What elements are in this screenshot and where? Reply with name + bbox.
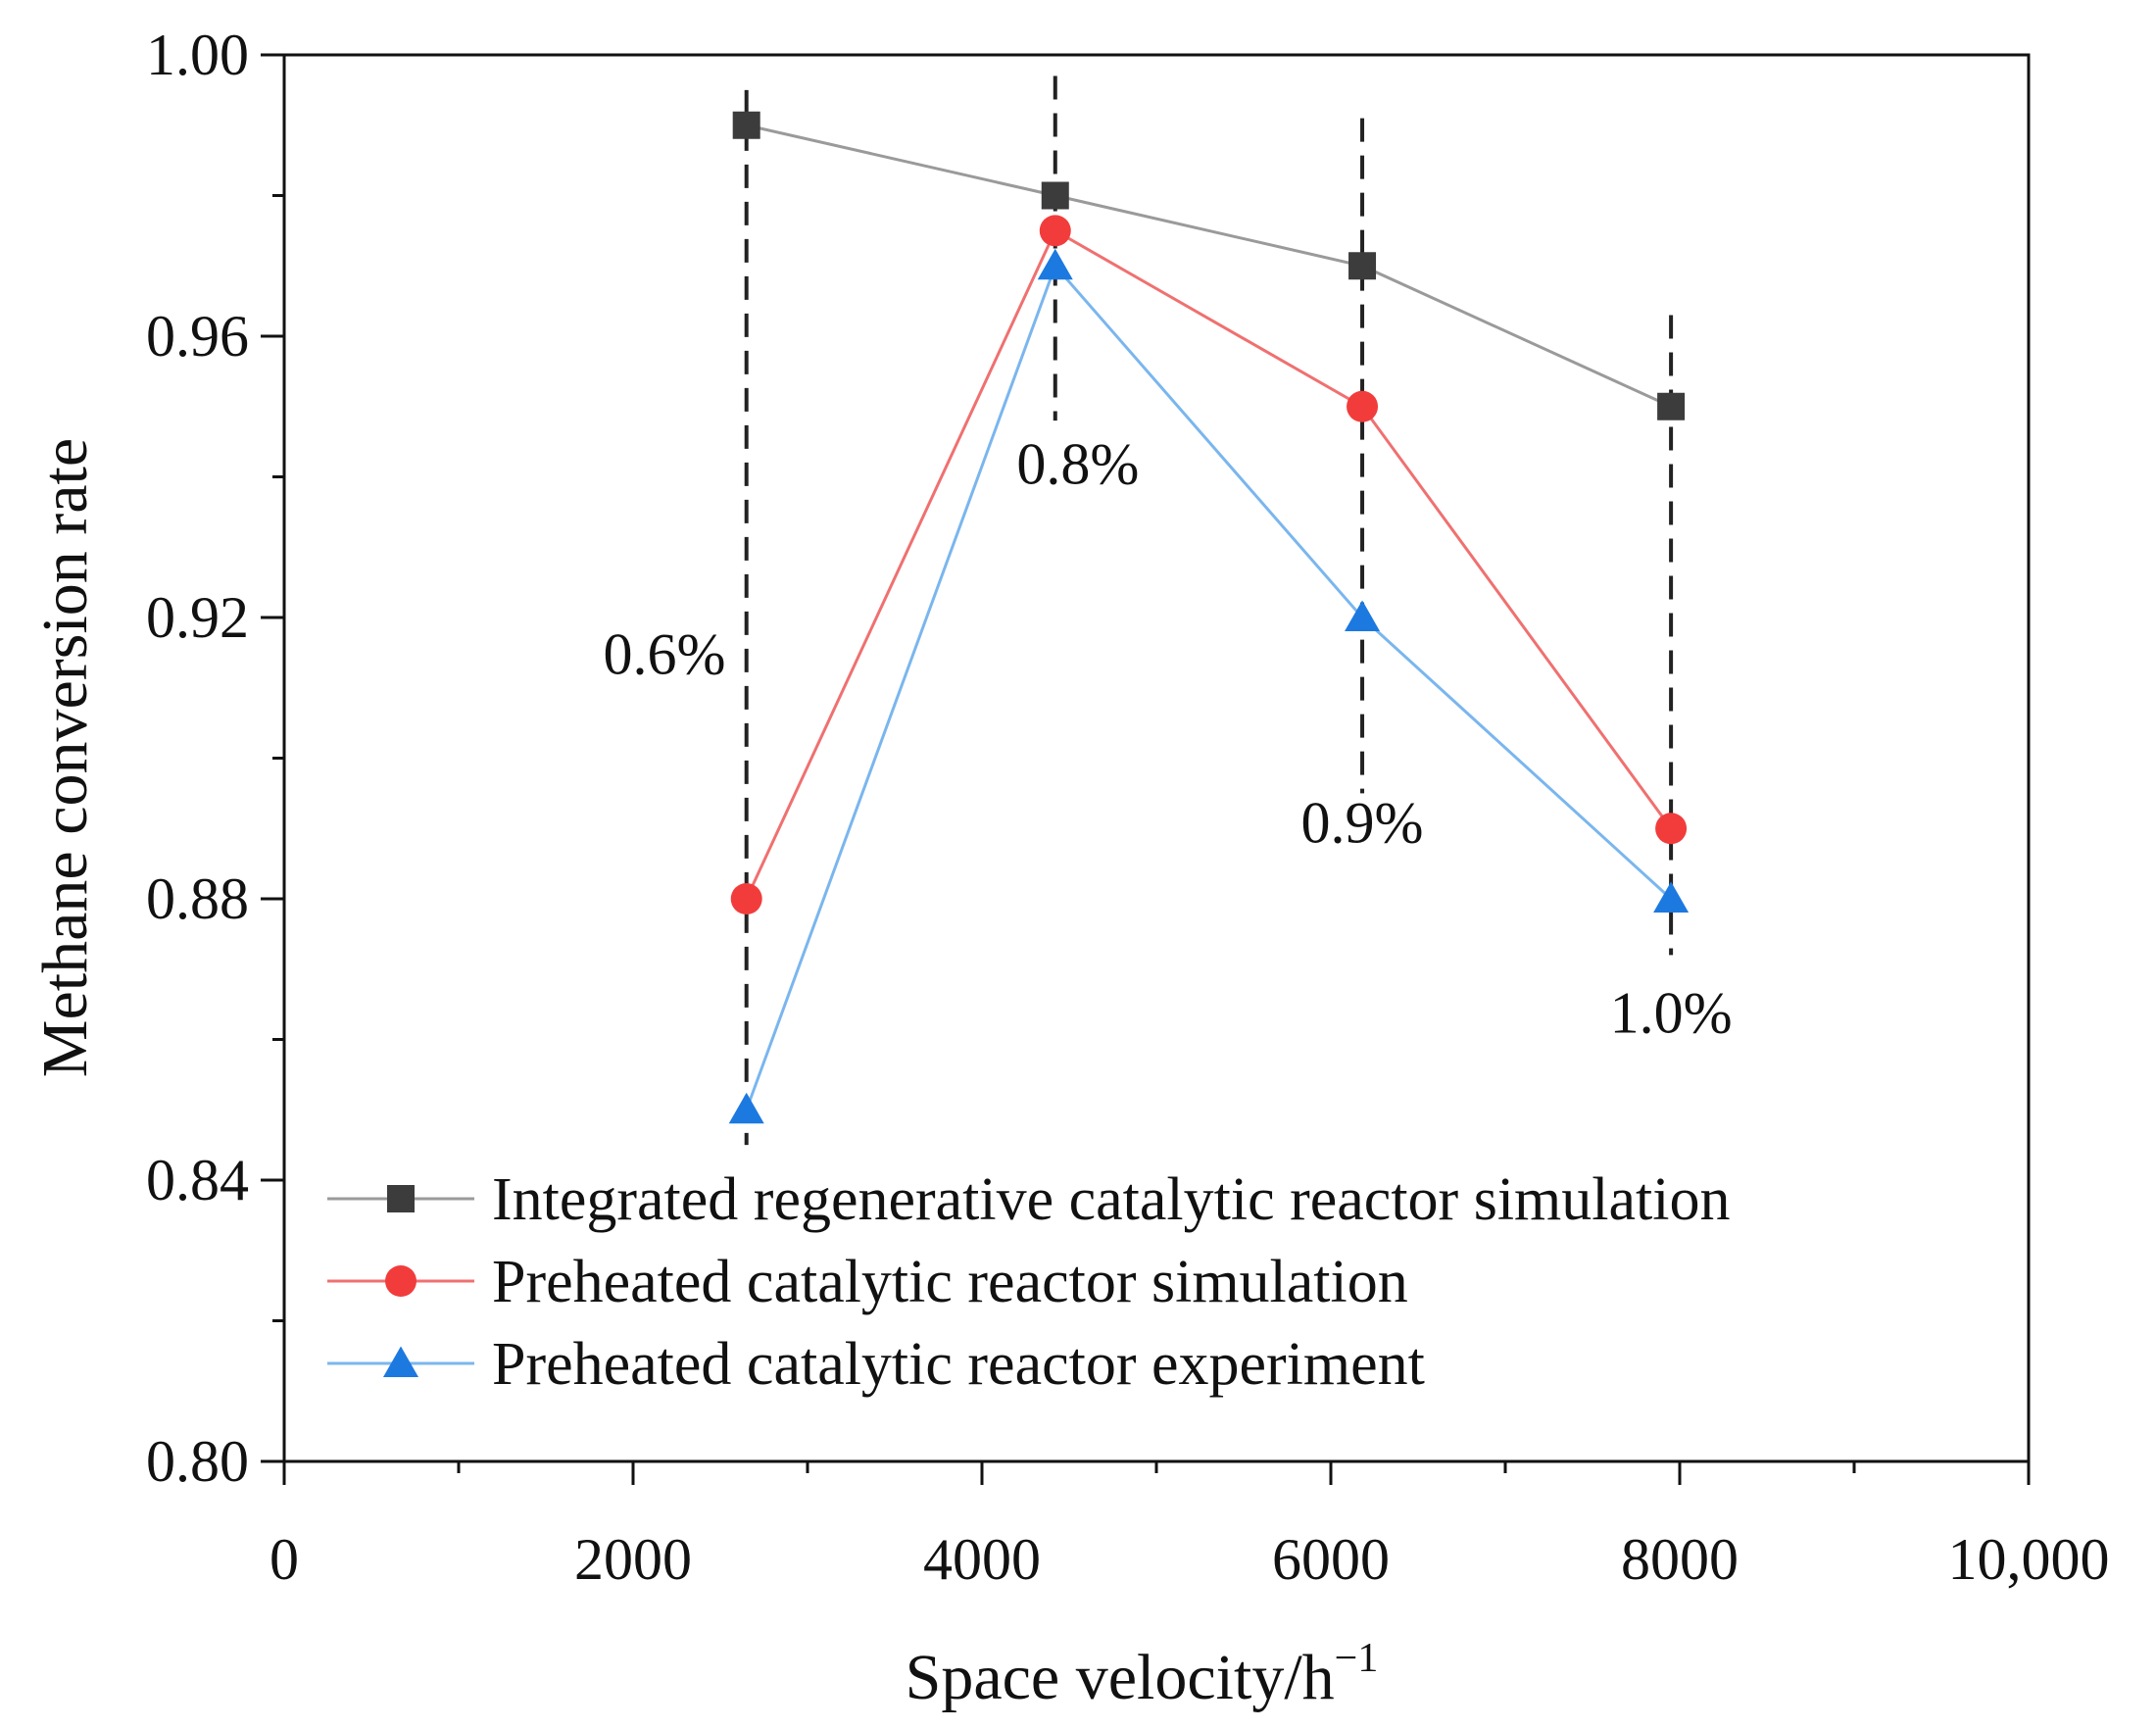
y-tick-label: 0.84 bbox=[146, 1148, 249, 1212]
series-line bbox=[746, 124, 1672, 409]
data-point-square bbox=[1348, 252, 1377, 280]
reference-annotation: 1.0% bbox=[1610, 980, 1733, 1045]
legend-label: Preheated catalytic reactor simulation bbox=[492, 1249, 1408, 1315]
data-point-circle bbox=[1039, 215, 1071, 247]
x-axis-ticks: 0 2000 4000 6000 8000 10,000 bbox=[270, 1461, 2110, 1592]
x-tick-label: 6000 bbox=[1272, 1527, 1390, 1592]
x-axis-label: Space velocity/h−1 bbox=[906, 1636, 1379, 1713]
reference-annotation: 0.8% bbox=[1016, 432, 1139, 497]
data-point-triangle bbox=[1345, 600, 1381, 631]
x-tick-label: 2000 bbox=[574, 1527, 692, 1592]
x-tick-label: 10,000 bbox=[1948, 1527, 2110, 1592]
legend: Integrated regenerative catalytic reacto… bbox=[327, 1166, 1730, 1398]
series-line bbox=[745, 263, 1673, 1111]
series-lines bbox=[745, 124, 1673, 1111]
y-tick-label: 0.88 bbox=[146, 866, 249, 931]
data-point-triangle bbox=[728, 1092, 764, 1124]
x-axis-label-superscript: −1 bbox=[1335, 1636, 1379, 1681]
legend-marker-circle bbox=[385, 1265, 416, 1297]
data-point-triangle bbox=[1653, 881, 1690, 913]
y-axis-ticks: 0.80 0.84 0.88 0.92 0.96 1.00 bbox=[146, 23, 284, 1494]
series-markers bbox=[728, 111, 1690, 1124]
legend-label: Integrated regenerative catalytic reacto… bbox=[492, 1166, 1730, 1233]
y-tick-label: 0.96 bbox=[146, 304, 249, 369]
y-tick-label: 1.00 bbox=[146, 23, 249, 87]
reference-annotation: 0.6% bbox=[604, 621, 726, 686]
x-tick-label: 8000 bbox=[1621, 1527, 1739, 1592]
data-point-circle bbox=[1655, 813, 1688, 845]
data-point-triangle bbox=[1037, 248, 1073, 280]
data-point-circle bbox=[1347, 390, 1379, 422]
reference-annotation: 0.9% bbox=[1301, 791, 1424, 856]
data-point-square bbox=[1657, 392, 1686, 420]
x-tick-label: 0 bbox=[270, 1527, 299, 1592]
x-tick-label: 4000 bbox=[923, 1527, 1041, 1592]
y-tick-label: 0.80 bbox=[146, 1429, 249, 1494]
series-line bbox=[745, 228, 1673, 900]
data-point-square bbox=[1041, 181, 1069, 210]
y-tick-label: 0.92 bbox=[146, 585, 249, 650]
reference-lines bbox=[744, 75, 1674, 1146]
legend-marker-square bbox=[387, 1185, 415, 1212]
y-axis-label: Methane conversion rate bbox=[29, 438, 101, 1077]
legend-marker-triangle bbox=[383, 1346, 418, 1377]
reference-annotations: 0.6% 0.8% 0.9% 1.0% bbox=[604, 432, 1733, 1046]
data-point-circle bbox=[730, 883, 762, 914]
legend-label: Preheated catalytic reactor experiment bbox=[492, 1331, 1425, 1398]
data-point-square bbox=[732, 111, 760, 139]
